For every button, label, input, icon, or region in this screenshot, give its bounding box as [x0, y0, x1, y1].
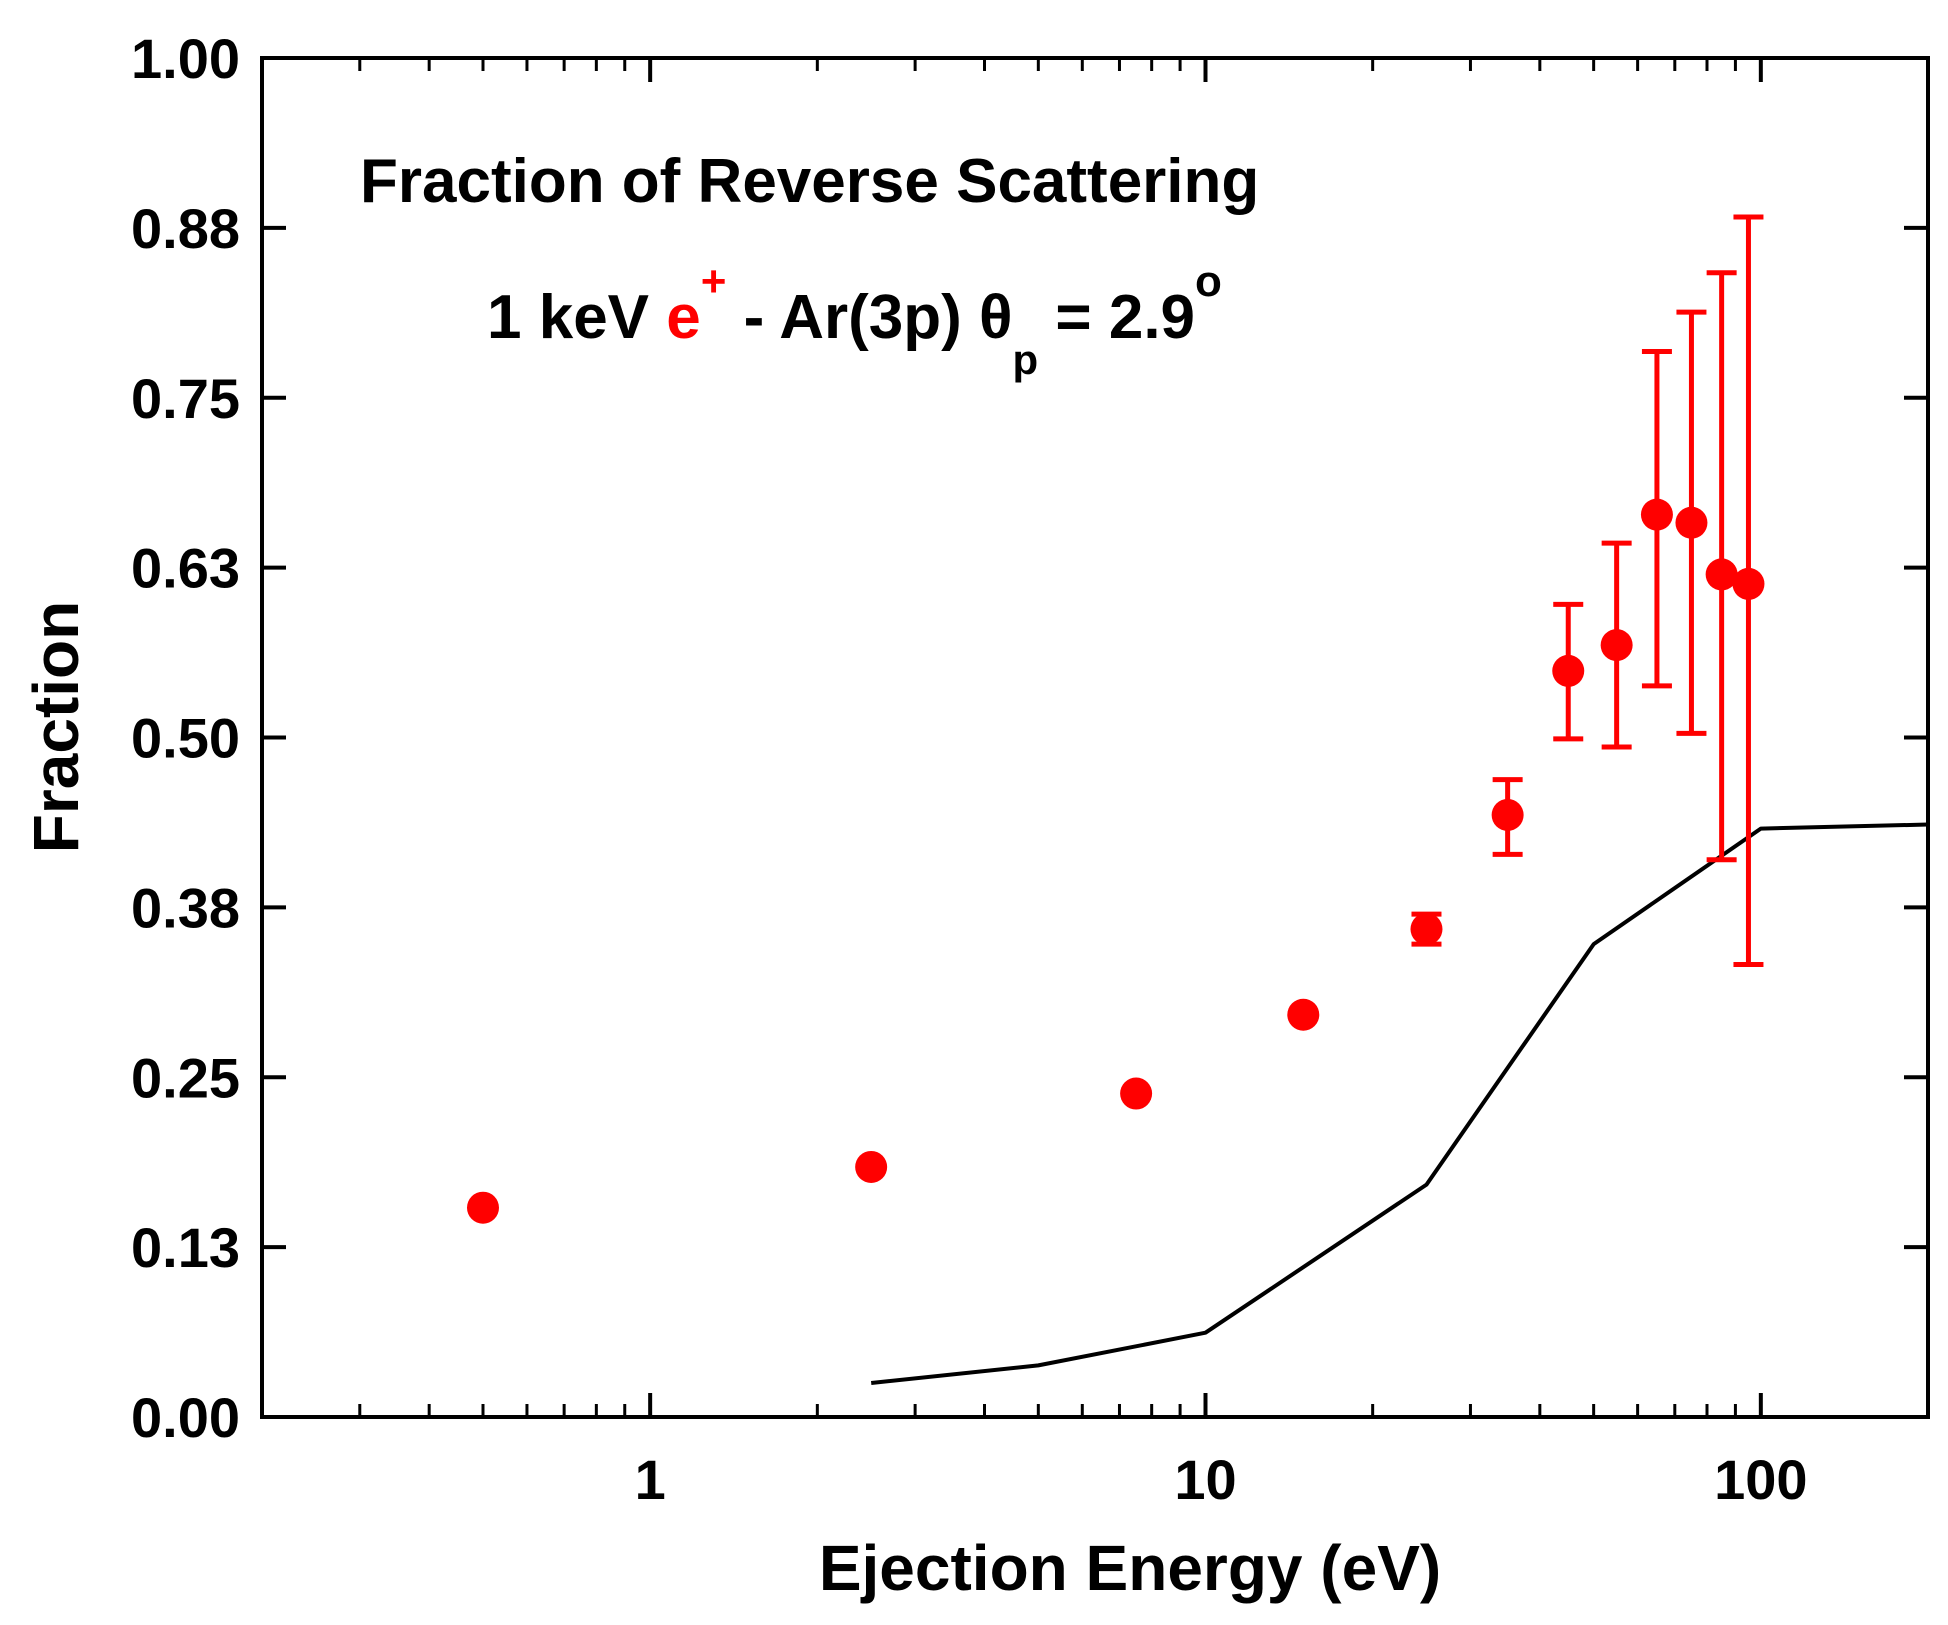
y-tick-label: 1.00: [131, 27, 240, 90]
data-point: [1705, 558, 1738, 591]
plot-area: [260, 56, 1930, 1419]
annotation-particle: e: [666, 283, 700, 352]
annotation-particle-sup: +: [701, 257, 727, 306]
x-tick-label: 100: [1714, 1448, 1807, 1511]
annotation-suffix: = 2.9: [1038, 283, 1195, 352]
experiment-series: [466, 498, 1765, 1224]
data-point: [1600, 629, 1633, 662]
axis-ticks: 0.00 0.13 0.25 0.38 0.50 0.63 0.75 0.88 1.00 1 10 1…: [131, 27, 1930, 1511]
annotation-prefix: 1 keV: [487, 283, 666, 352]
data-point: [1675, 506, 1708, 539]
annotation-degree-sup: o: [1195, 257, 1222, 306]
y-axis-title: Fraction: [20, 601, 92, 853]
y-tick-label: 0.38: [131, 876, 240, 939]
data-point: [1491, 798, 1524, 831]
data-point: [466, 1191, 499, 1224]
y-tick-label: 0.50: [131, 707, 240, 770]
x-tick-label: 10: [1174, 1448, 1236, 1511]
y-tick-label: 0.63: [131, 537, 240, 600]
data-point: [1120, 1077, 1153, 1110]
theory-line: [870, 822, 1929, 1385]
annotation-theta-sub: p: [1013, 336, 1039, 383]
data-point: [855, 1150, 888, 1183]
annotation-theta: θ: [979, 283, 1013, 352]
data-point: [1287, 998, 1320, 1031]
plot-frame: [260, 56, 1930, 1419]
data-point: [1552, 654, 1585, 687]
y-tick-label: 0.88: [131, 197, 240, 260]
y-tick-label: 0.00: [131, 1386, 240, 1449]
annotation-line-2: 1 keV e+ - Ar(3p) θp = 2.9o: [487, 257, 1222, 383]
x-tick-label: 1: [635, 1448, 666, 1511]
data-point: [1640, 498, 1673, 531]
data-point: [1410, 913, 1443, 946]
data-point: [1732, 567, 1765, 600]
y-tick-label: 0.75: [131, 367, 240, 430]
x-axis-title: Ejection Energy (eV): [819, 1532, 1441, 1604]
error-bars: [1411, 214, 1764, 967]
y-tick-label: 0.25: [131, 1046, 240, 1109]
annotation-line-1: Fraction of Reverse Scattering: [360, 147, 1259, 216]
y-tick-label: 0.13: [131, 1216, 240, 1279]
theory-series: [870, 822, 1929, 1385]
annotation-mid: - Ar(3p): [726, 283, 979, 352]
